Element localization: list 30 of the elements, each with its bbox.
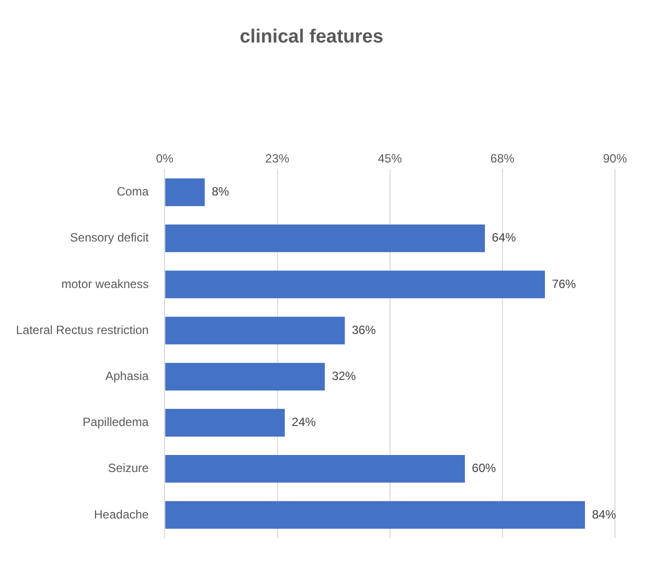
chart-title: clinical features <box>240 26 384 48</box>
data-label: 60% <box>472 461 496 476</box>
bar <box>165 455 465 483</box>
bar <box>165 501 585 529</box>
y-tick-label: Coma <box>116 184 150 199</box>
y-tick-label: Sensory deficit <box>70 230 150 245</box>
y-tick-label: Papilledema <box>82 415 150 430</box>
x-tick-label: 90% <box>602 151 628 166</box>
data-label: 36% <box>352 322 376 337</box>
bar <box>165 224 485 252</box>
bar <box>165 178 205 206</box>
bar <box>165 316 345 344</box>
data-label: 8% <box>212 184 230 199</box>
data-label: 84% <box>592 507 616 522</box>
bar <box>165 270 545 298</box>
x-tick-label: 45% <box>378 151 402 166</box>
y-tick-label: Aphasia <box>105 368 150 383</box>
y-tick-label: Seizure <box>108 461 150 476</box>
x-tick-label: 23% <box>265 151 290 166</box>
y-tick-label: motor weakness <box>61 276 149 291</box>
y-tick-label: Lateral Rectus restriction <box>16 322 149 337</box>
data-label: 76% <box>552 276 576 291</box>
data-label: 24% <box>292 415 316 430</box>
x-tick-label: 0% <box>156 151 174 166</box>
data-label: 32% <box>332 368 356 383</box>
bar <box>165 408 285 437</box>
data-label: 64% <box>492 230 516 245</box>
y-tick-label: Headache <box>94 507 150 522</box>
x-tick-label: 68% <box>490 151 515 166</box>
bar <box>165 362 325 390</box>
